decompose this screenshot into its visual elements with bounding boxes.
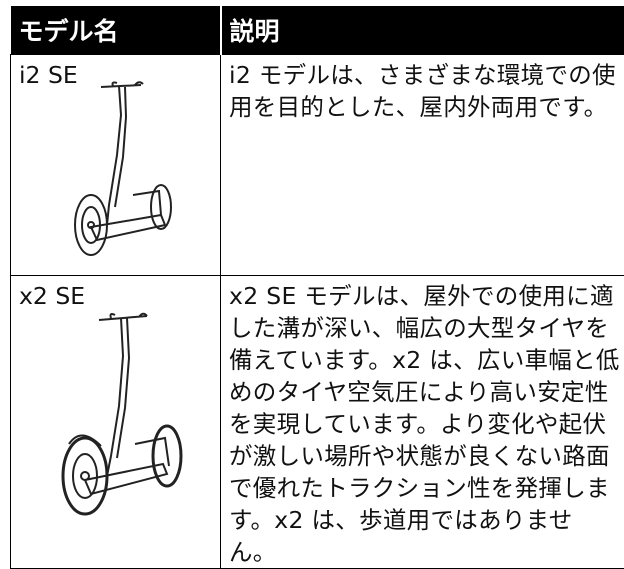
model-cell: x2 SE [11,276,221,569]
header-cell: モデル名 [11,6,221,55]
table-row: i2 SE i2 モデルは、さまざまな環境での使用を目的とした、屋内外両用です。 [11,55,624,276]
segway-image [51,306,191,526]
description-cell: x2 SE モデルは、屋外での使用に適した溝が深い、幅広の大型タイヤを備えていま… [221,276,624,569]
table-container: モデル名 説明 i2 SE i2 モデルは、さまざまな環境での使用を目的とした、… [10,6,624,546]
segway-image [61,75,181,265]
table-row: x2 SE x2 SE モデルは、屋外での使用に適した溝が深い、幅広の大型タイヤ… [11,276,624,569]
header-row: モデル名 説明 [11,6,624,55]
model-cell: i2 SE [11,55,221,276]
header-cell: 説明 [221,6,624,55]
page: モデル名 説明 i2 SE i2 モデルは、さまざまな環境での使用を目的とした、… [0,0,624,532]
description-cell: i2 モデルは、さまざまな環境での使用を目的とした、屋内外両用です。 [221,55,624,276]
model-table: モデル名 説明 i2 SE i2 モデルは、さまざまな環境での使用を目的とした、… [10,6,624,569]
